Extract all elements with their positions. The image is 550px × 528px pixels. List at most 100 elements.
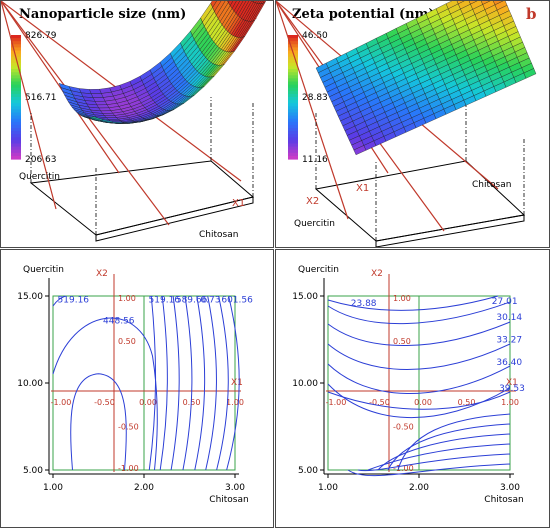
colorbar-segment xyxy=(11,103,21,107)
colorbar-segment xyxy=(288,134,298,138)
contour-line xyxy=(327,295,499,311)
colorbar-segment xyxy=(11,84,21,89)
coded-x2-tick-label: 1.00 xyxy=(393,294,411,303)
colorbar-segment xyxy=(288,149,298,154)
contour-line xyxy=(194,295,206,471)
colorbar-segment xyxy=(11,128,21,132)
axis-label-quercitin: Quercitin xyxy=(294,219,335,229)
coded-axis-label-x1: X1 xyxy=(231,378,243,388)
colorbar-segment xyxy=(11,106,21,110)
colorbar-segment xyxy=(11,146,21,151)
panel-c-contour: 1.00 2.00 3.00 15.00 10.00 5.00 Chitosan Querci… xyxy=(0,249,274,528)
contour-line xyxy=(397,413,511,471)
coded-axis-label-x2: X2 xyxy=(371,269,383,279)
colorbar-segment xyxy=(11,124,21,129)
colorbar-tick-label: 11.16 xyxy=(302,155,328,165)
surface-mesh xyxy=(58,1,266,124)
surface-base-side xyxy=(375,214,525,247)
contour-line xyxy=(357,453,511,472)
coded-x1-tick-label: -0.50 xyxy=(94,398,115,407)
colorbar-segment xyxy=(288,131,298,135)
contour-value-label: 589.66 xyxy=(176,295,208,305)
colorbar-segment xyxy=(288,106,298,110)
colorbar-segment xyxy=(288,44,298,48)
contour-value-label: 27.01 xyxy=(492,297,518,307)
coded-axis-label-x1: X1 xyxy=(232,198,245,209)
colorbar-segment xyxy=(288,121,298,126)
colorbar-segment xyxy=(288,78,298,83)
surface-cell xyxy=(92,97,106,102)
colorbar-segment xyxy=(288,75,298,79)
colorbar-segment xyxy=(11,44,21,48)
coded-x1-tick-label: 0.00 xyxy=(139,398,157,407)
coded-axis-line xyxy=(1,1,120,174)
surface-base-side xyxy=(95,196,254,242)
colorbar-segment xyxy=(11,134,21,138)
colorbar-segment xyxy=(11,100,21,104)
panel-b-letter: b xyxy=(526,5,537,23)
colorbar-segment xyxy=(11,155,21,160)
colorbar-segment xyxy=(11,62,21,67)
contour-plot-c: 1.00 2.00 3.00 15.00 10.00 5.00 Chitosan Querci… xyxy=(17,265,253,505)
colorbar-segment xyxy=(11,59,21,64)
x-tick-label: 2.00 xyxy=(409,483,429,493)
y-tick-label: 10.00 xyxy=(17,379,43,389)
colorbar-segment xyxy=(288,72,298,76)
coded-axis-label-x1: X1 xyxy=(506,378,518,388)
contour-line xyxy=(182,295,193,471)
panel-d-contour: 1.00 2.00 3.00 15.00 10.00 5.00 Chitosan Querci… xyxy=(275,249,550,528)
colorbar-segment xyxy=(11,118,21,123)
colorbar-segment xyxy=(11,47,21,52)
colorbar-segment xyxy=(11,81,21,86)
surface-cell xyxy=(353,145,367,156)
colorbar-segment xyxy=(288,112,298,117)
colorbar-tick-label: 516.71 xyxy=(25,93,57,103)
contour-value-label: 448.56 xyxy=(103,316,135,326)
colorbar-segment xyxy=(288,115,298,120)
axis-label-quercitin: Quercitin xyxy=(19,172,60,182)
contour-line xyxy=(148,295,157,471)
contour-value-label: 36.40 xyxy=(496,358,522,368)
colorbar-segment xyxy=(288,53,298,58)
colorbar-segment xyxy=(288,62,298,67)
contour-value-label: 519.16 xyxy=(149,295,181,305)
contour-line xyxy=(367,443,511,471)
colorbar-segment xyxy=(288,109,298,114)
colorbar-segment xyxy=(288,84,298,89)
x-tick-label: 1.00 xyxy=(43,483,63,493)
contour-value-label: 33.27 xyxy=(496,336,522,346)
colorbar-segment xyxy=(288,41,298,45)
colorbar-segment xyxy=(288,90,298,95)
colorbar-segment xyxy=(288,146,298,151)
colorbar-segment xyxy=(288,87,298,92)
coded-x1-tick-label: 1.00 xyxy=(226,398,244,407)
coded-x2-tick-label: -0.50 xyxy=(393,423,414,432)
coded-x2-tick-label: 1.00 xyxy=(118,294,136,303)
surface-plot-b: 46.50 28.83 11.16 Chitosan Quercitin X1 X2 xyxy=(276,1,537,247)
contour-line xyxy=(170,295,180,471)
contour-line xyxy=(226,295,240,471)
colorbar-segment xyxy=(288,93,298,98)
colorbar-tick-label: 28.83 xyxy=(302,93,328,103)
coded-x1-tick-label: -1.00 xyxy=(326,398,347,407)
colorbar-segment xyxy=(288,124,298,129)
colorbar-segment xyxy=(11,72,21,76)
colorbar-segment xyxy=(288,103,298,107)
colorbar-segment xyxy=(288,128,298,132)
surface-mesh xyxy=(315,1,537,156)
contour-value-label: 30.14 xyxy=(496,313,522,323)
coded-x2-tick-label: -1.00 xyxy=(118,464,139,473)
coded-x2-tick-label: -1.00 xyxy=(393,464,414,473)
colorbar-segment xyxy=(11,66,21,70)
colorbar-segment xyxy=(288,100,298,104)
surface-base-platform xyxy=(314,160,526,242)
axis-label-quercitin: Quercitin xyxy=(23,265,64,275)
colorbar-segment xyxy=(288,56,298,61)
coded-x1-tick-label: 1.00 xyxy=(501,398,519,407)
colorbar-segment xyxy=(288,47,298,52)
y-tick-label: 10.00 xyxy=(292,379,318,389)
colorbar-segment xyxy=(11,109,21,114)
contour-value-label: 39.53 xyxy=(499,384,525,394)
contour-line xyxy=(327,343,511,370)
colorbar-segment xyxy=(288,143,298,148)
